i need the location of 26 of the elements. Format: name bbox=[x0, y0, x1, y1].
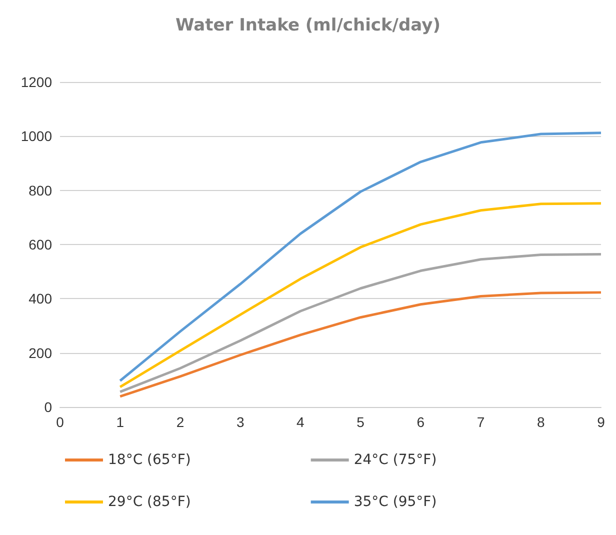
legend-label: 18°C (65°F) bbox=[108, 452, 191, 468]
line-series bbox=[118, 253, 602, 394]
line-series bbox=[118, 132, 602, 382]
x-tick-label: 4 bbox=[296, 414, 305, 430]
x-tick-label: 7 bbox=[476, 414, 485, 430]
x-tick-label: 2 bbox=[176, 414, 184, 430]
line-series bbox=[118, 291, 602, 398]
y-tick-label: 600 bbox=[28, 236, 52, 252]
y-tick-label: 400 bbox=[28, 290, 52, 307]
legend-label: 24°C (75°F) bbox=[354, 452, 437, 468]
x-tick-label: 5 bbox=[356, 414, 365, 430]
x-tick-label: 8 bbox=[536, 414, 545, 430]
x-tick-label: 3 bbox=[236, 414, 244, 430]
x-tick-label: 9 bbox=[597, 414, 606, 430]
y-tick-label: 1200 bbox=[20, 74, 52, 90]
x-tick-label: 1 bbox=[116, 414, 124, 430]
chart-title: Water Intake (ml/chick/day) bbox=[176, 16, 440, 36]
legend-label: 29°C (85°F) bbox=[108, 494, 191, 510]
x-tick-label: 6 bbox=[416, 414, 425, 430]
y-tick-label: 200 bbox=[28, 344, 52, 361]
x-tick-label: 0 bbox=[56, 414, 64, 430]
line-series bbox=[118, 202, 602, 388]
y-tick-label: 0 bbox=[44, 399, 52, 415]
y-tick-label: 1000 bbox=[20, 128, 52, 144]
legend-label: 35°C (95°F) bbox=[354, 494, 437, 510]
y-tick-label: 800 bbox=[28, 182, 52, 198]
